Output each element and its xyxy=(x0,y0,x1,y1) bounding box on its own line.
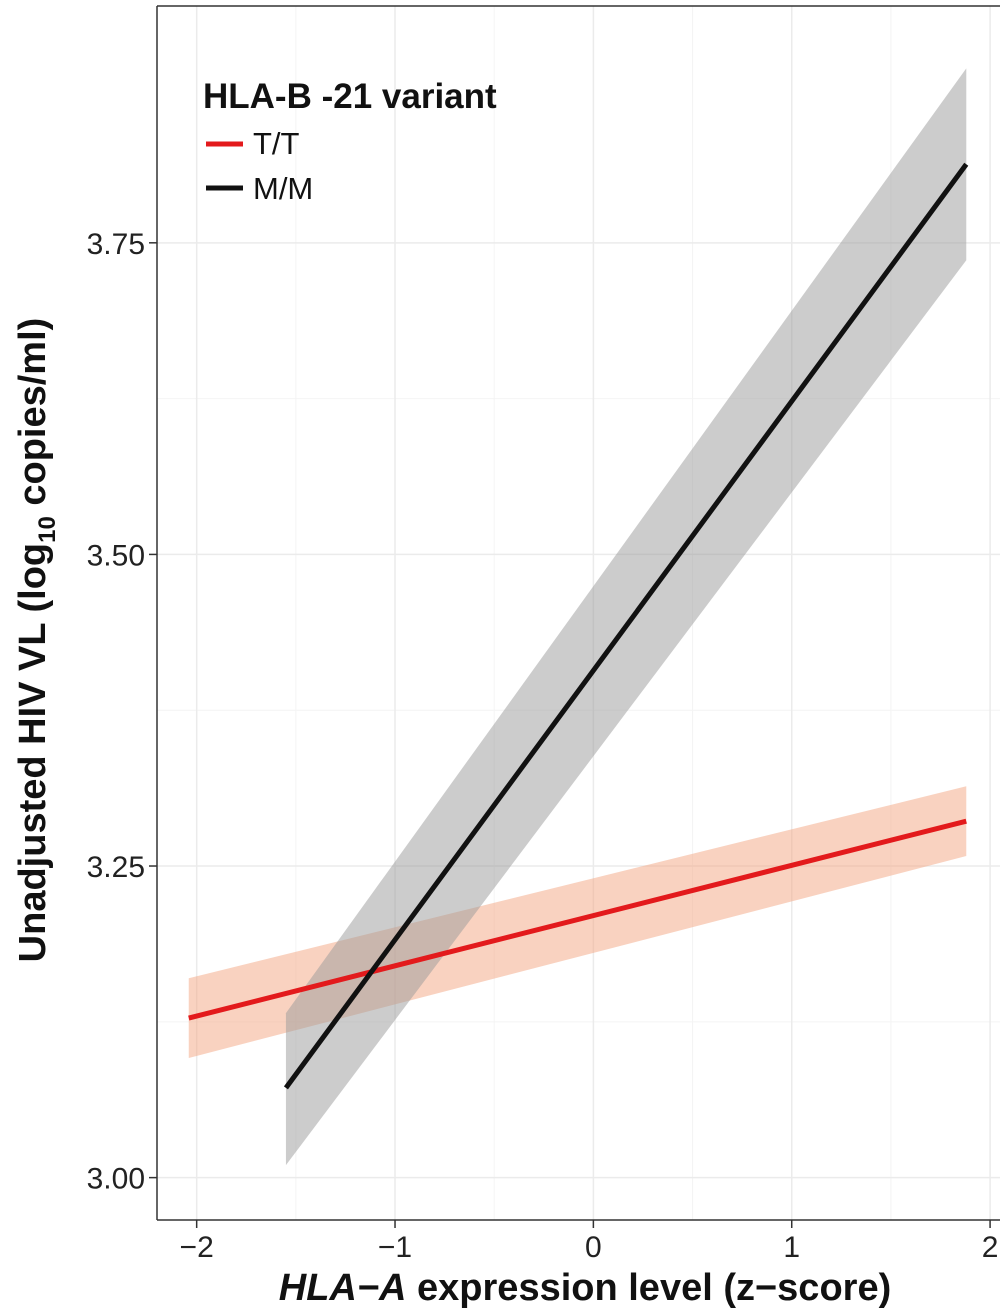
y-axis-title: Unadjusted HIV VL (log10 copies/ml) xyxy=(12,318,61,963)
series-line-mm xyxy=(283,162,969,1090)
x-axis-title-rest: expression level (z−score) xyxy=(406,1267,891,1309)
y-axis-title-main: Unadjusted HIV VL (log xyxy=(12,543,54,962)
x-axis-ticks: −2 −1 0 1 2 xyxy=(180,1220,999,1264)
x-tick-label: −2 xyxy=(180,1231,214,1264)
y-tick-label: 3.50 xyxy=(87,539,145,572)
legend: HLA-B -21 variant T/T M/M xyxy=(203,77,497,206)
y-axis-title-subscript: 10 xyxy=(34,516,61,543)
y-tick-label: 3.00 xyxy=(87,1163,145,1196)
series-line-tt xyxy=(188,818,967,1021)
x-axis-title-italic: HLA−A xyxy=(279,1267,407,1309)
x-axis-title: HLA−A expression level (z−score) xyxy=(279,1267,891,1309)
y-tick-label: 3.25 xyxy=(87,851,145,884)
x-tick-label: 1 xyxy=(783,1231,800,1264)
series-lines xyxy=(188,162,969,1090)
legend-label-mm: M/M xyxy=(253,171,313,206)
y-axis-title-end: copies/ml) xyxy=(12,318,54,517)
y-tick-label: 3.75 xyxy=(87,228,145,261)
x-tick-label: 0 xyxy=(585,1231,602,1264)
y-axis-ticks: 3.00 3.25 3.50 3.75 xyxy=(87,228,157,1196)
legend-title: HLA-B -21 variant xyxy=(203,77,497,116)
x-tick-label: −1 xyxy=(378,1231,412,1264)
x-tick-label: 2 xyxy=(982,1231,999,1264)
ci-band-mm xyxy=(285,68,967,1166)
legend-label-tt: T/T xyxy=(253,126,300,161)
